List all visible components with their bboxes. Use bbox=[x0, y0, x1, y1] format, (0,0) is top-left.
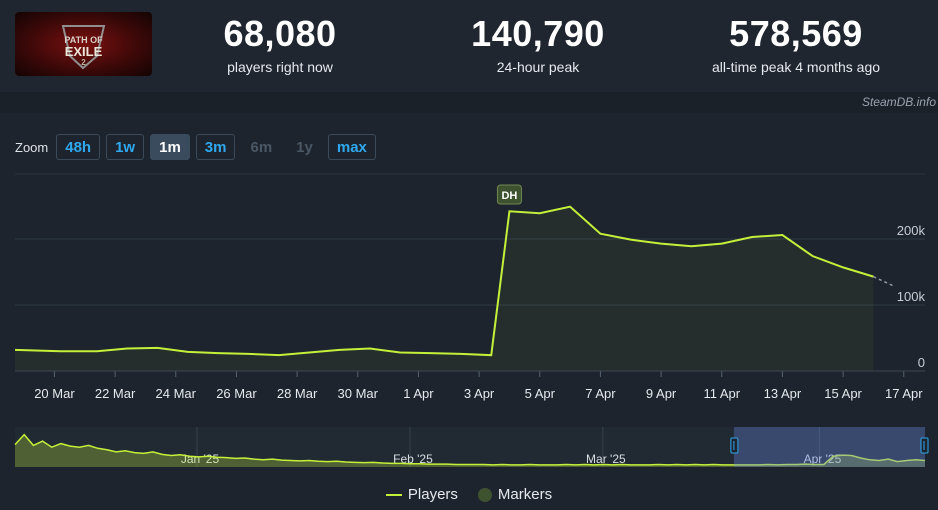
x-tick-label: 7 Apr bbox=[585, 386, 616, 401]
series-line-partial bbox=[873, 275, 895, 288]
player-count-chart[interactable]: 0 100k 200k 20 Mar 22 Mar 24 Mar 26 Mar 28 Mar 3… bbox=[0, 168, 938, 408]
x-tick-label: 5 Apr bbox=[525, 386, 556, 401]
legend-players[interactable]: Players bbox=[385, 486, 458, 503]
chart-legend: Players Markers bbox=[0, 486, 938, 503]
x-tick-label: 22 Mar bbox=[95, 386, 136, 401]
y-tick-label: 0 bbox=[918, 355, 925, 370]
stat-all-time-peak: 578,569 all-time peak 4 months ago bbox=[691, 13, 901, 76]
stat-value: 140,790 bbox=[471, 13, 605, 54]
x-tick-label: 11 Apr bbox=[703, 386, 740, 401]
legend-markers-label: Markers bbox=[497, 486, 553, 503]
zoom-1y-button: 1y bbox=[296, 138, 313, 156]
navigator-label: Mar '25 bbox=[586, 452, 626, 466]
x-tick-label: 9 Apr bbox=[646, 386, 677, 401]
series-line-players bbox=[14, 205, 874, 357]
x-tick-label: 20 Mar bbox=[34, 386, 75, 401]
svg-text:2: 2 bbox=[81, 58, 86, 67]
marker-flag bbox=[496, 184, 522, 205]
marker-label: DH bbox=[501, 190, 517, 202]
x-tick-label: 3 Apr bbox=[464, 386, 495, 401]
stat-label: players right now bbox=[227, 59, 333, 75]
x-tick-label: 26 Mar bbox=[216, 386, 257, 401]
x-tick-label: 28 Mar bbox=[277, 386, 318, 401]
stat-value: 68,080 bbox=[223, 13, 337, 54]
zoom-3m-button[interactable]: 3m bbox=[195, 134, 236, 160]
zoom-48h-button[interactable]: 48h bbox=[56, 134, 101, 160]
x-tick-label: 13 Apr bbox=[764, 386, 802, 401]
zoom-label: Zoom bbox=[15, 139, 49, 155]
navigator-area bbox=[15, 434, 925, 467]
zoom-1w-button[interactable]: 1w bbox=[106, 134, 145, 160]
x-tick-label: 15 Apr bbox=[824, 386, 862, 401]
game-logo[interactable]: PATH OF EXILE 2 bbox=[15, 12, 152, 76]
legend-line-swatch bbox=[385, 493, 402, 496]
navigator-selection bbox=[733, 427, 925, 467]
zoom-6m-button: 6m bbox=[250, 138, 273, 156]
stat-24h-peak: 140,790 24-hour peak bbox=[433, 13, 643, 76]
navigator-label: Feb '25 bbox=[393, 452, 433, 466]
navigator-label: Jan '25 bbox=[181, 452, 220, 466]
x-tick-label: 24 Mar bbox=[156, 386, 197, 401]
svg-text:PATH OF: PATH OF bbox=[64, 35, 103, 45]
stat-value: 578,569 bbox=[729, 13, 863, 54]
zoom-1m-button[interactable]: 1m bbox=[150, 134, 190, 160]
legend-markers[interactable]: Markers bbox=[477, 486, 553, 503]
navigator-background bbox=[15, 427, 925, 467]
navigator-chart[interactable]: Jan '25 Feb '25 Mar '25 Apr '25 bbox=[0, 425, 938, 471]
x-tick-label: 1 Apr bbox=[403, 386, 434, 401]
navigator-label: Apr '25 bbox=[804, 452, 842, 466]
y-tick-label: 100k bbox=[897, 289, 926, 304]
game-logo-image: PATH OF EXILE 2 bbox=[15, 12, 152, 76]
legend-players-label: Players bbox=[407, 486, 458, 503]
stat-players-now: 68,080 players right now bbox=[175, 13, 385, 76]
series-area-players bbox=[15, 206, 874, 371]
zoom-controls: Zoom 48h 1w 1m 3m 6m 1y max bbox=[15, 133, 376, 161]
navigator-line bbox=[14, 433, 926, 466]
stat-label: 24-hour peak bbox=[496, 59, 580, 75]
stat-label[interactable]: all-time peak 4 months ago bbox=[711, 59, 881, 75]
svg-text:EXILE: EXILE bbox=[65, 44, 103, 59]
y-tick-label: 200k bbox=[897, 223, 926, 238]
x-tick-label: 30 Mar bbox=[338, 386, 379, 401]
zoom-max-button[interactable]: max bbox=[327, 134, 376, 160]
header: PATH OF EXILE 2 68,080 players right now… bbox=[0, 0, 938, 92]
x-tick-label: 17 Apr bbox=[885, 386, 923, 401]
steamdb-credit[interactable]: SteamDB.info bbox=[861, 95, 936, 109]
legend-marker-swatch bbox=[477, 487, 492, 502]
